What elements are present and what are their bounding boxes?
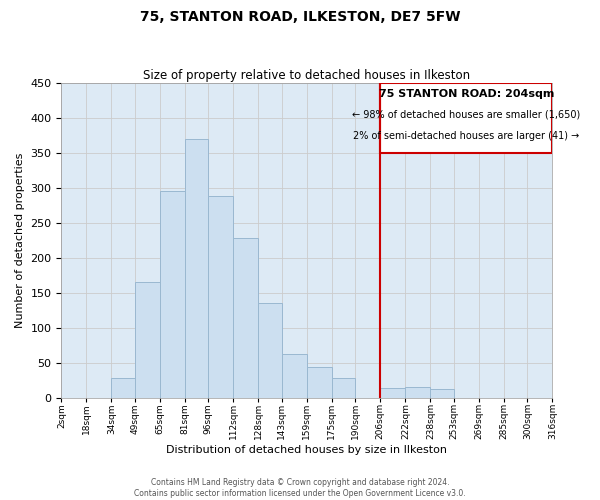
- Bar: [380, 83, 553, 153]
- Text: 75 STANTON ROAD: 204sqm: 75 STANTON ROAD: 204sqm: [379, 90, 554, 100]
- Bar: [406, 387, 430, 398]
- Bar: [185, 139, 208, 398]
- Text: 2% of semi-detached houses are larger (41) →: 2% of semi-detached houses are larger (4…: [353, 130, 580, 140]
- X-axis label: Distribution of detached houses by size in Ilkeston: Distribution of detached houses by size …: [166, 445, 448, 455]
- Bar: [380, 388, 406, 398]
- Bar: [112, 378, 135, 398]
- Bar: [282, 354, 307, 398]
- Text: Contains HM Land Registry data © Crown copyright and database right 2024.
Contai: Contains HM Land Registry data © Crown c…: [134, 478, 466, 498]
- Bar: [430, 389, 454, 398]
- Y-axis label: Number of detached properties: Number of detached properties: [15, 152, 25, 328]
- Text: ← 98% of detached houses are smaller (1,650): ← 98% of detached houses are smaller (1,…: [352, 110, 580, 120]
- Bar: [259, 303, 282, 398]
- Bar: [135, 282, 160, 398]
- Bar: [332, 378, 355, 398]
- Title: Size of property relative to detached houses in Ilkeston: Size of property relative to detached ho…: [143, 69, 470, 82]
- Bar: [233, 238, 259, 398]
- Bar: [208, 196, 233, 398]
- Bar: [160, 192, 185, 398]
- Text: 75, STANTON ROAD, ILKESTON, DE7 5FW: 75, STANTON ROAD, ILKESTON, DE7 5FW: [140, 10, 460, 24]
- Bar: [307, 367, 332, 398]
